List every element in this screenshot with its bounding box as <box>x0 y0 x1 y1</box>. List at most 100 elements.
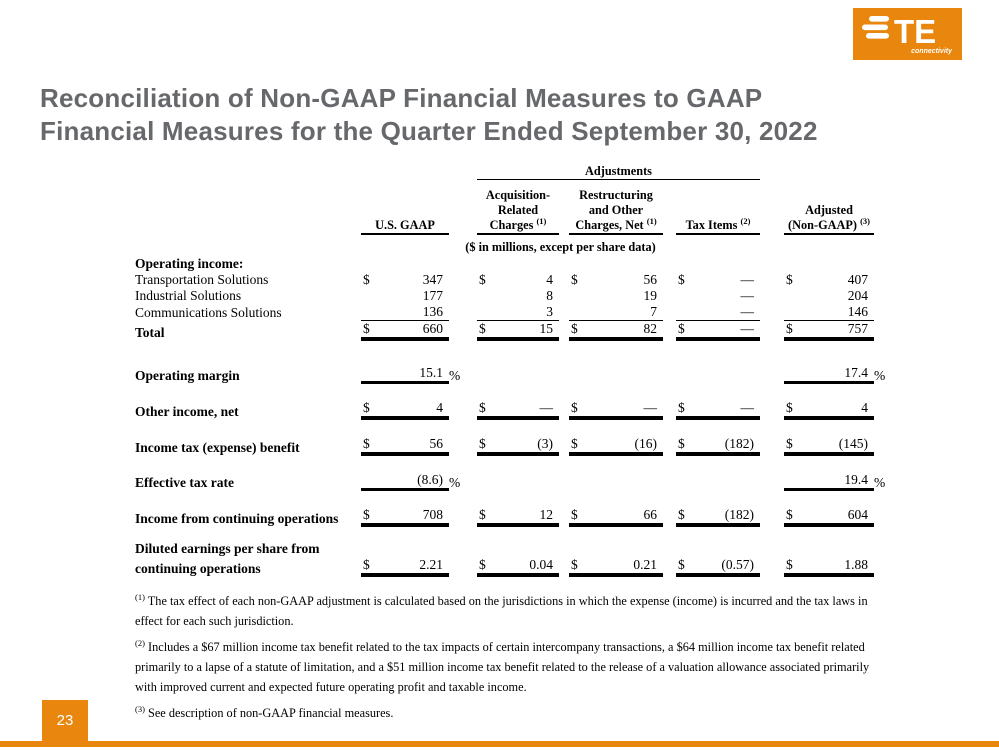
footnote-2-marker: (2) <box>135 637 145 648</box>
cell-usgaap: 136 <box>361 304 449 321</box>
cell-adjusted: $407 <box>786 272 869 287</box>
dollar-sign: $ <box>678 436 685 451</box>
footnote-2-text: Includes a $67 million income tax benefi… <box>135 639 870 694</box>
dollar-sign: $ <box>479 321 486 336</box>
row-label: Operating margin <box>135 368 240 383</box>
row-income-from-continuing-operations: Income from continuing operations $708 $… <box>135 507 890 527</box>
te-logo-icon: TE connectivity <box>862 13 953 55</box>
cell-adjusted: 19.4 <box>784 472 875 491</box>
row-industrial-solutions: Industrial Solutions 177 8 19 — 204 <box>135 288 890 304</box>
percent-sign: % <box>449 368 461 383</box>
dollar-sign: $ <box>678 400 685 415</box>
cell-adjusted: $604 <box>784 507 875 527</box>
dollar-sign: $ <box>479 400 486 415</box>
footnote-3-text: See description of non-GAAP financial me… <box>148 705 394 720</box>
cell-acquisition: $0.04 <box>477 557 559 577</box>
row-label: Income tax (expense) benefit <box>135 440 300 455</box>
dollar-sign: $ <box>678 507 685 522</box>
cell-usgaap: $2.21 <box>361 557 449 577</box>
cell-restructuring: 7 <box>569 304 663 321</box>
cell-restructuring: $ — <box>569 400 663 420</box>
dollar-sign: $ <box>786 321 793 336</box>
row-label: Other income, net <box>135 404 239 419</box>
percent-sign: % <box>874 368 886 383</box>
cell-adjusted: $757 <box>784 321 875 341</box>
cell-tax-items: $ — <box>676 321 761 341</box>
cell-tax-items: — <box>676 304 761 321</box>
row-label: Communications Solutions <box>135 305 282 320</box>
cell-restructuring: 19 <box>643 288 658 303</box>
cell-tax-items: $ (0.57) <box>676 557 761 577</box>
dollar-sign: $ <box>571 400 578 415</box>
footnotes: (1) The tax effect of each non-GAAP adju… <box>135 592 880 729</box>
cell-acquisition: $12 <box>477 507 559 527</box>
dollar-sign: $ <box>678 557 685 572</box>
cell-restructuring: $66 <box>569 507 663 527</box>
cell-acquisition: $ (3) <box>477 436 559 456</box>
cell-acquisition: $15 <box>477 321 559 341</box>
cell-acquisition: $ — <box>477 400 559 420</box>
title-line-2: Financial Measures for the Quarter Ended… <box>40 116 818 146</box>
dollar-sign: $ <box>786 557 793 572</box>
dollar-sign: $ <box>363 507 370 522</box>
cell-acquisition: $4 <box>479 272 553 287</box>
cell-restructuring: $0.21 <box>569 557 663 577</box>
footnote-1-text: The tax effect of each non-GAAP adjustme… <box>135 594 868 628</box>
row-operating-income-header: Operating income: <box>135 255 890 272</box>
row-label-line-1: Diluted earnings per share from <box>135 541 320 556</box>
title-line-1: Reconciliation of Non-GAAP Financial Mea… <box>40 83 763 113</box>
row-label: Total <box>135 325 165 340</box>
row-transportation-solutions: Transportation Solutions $347 $4 $56 $ — … <box>135 272 890 288</box>
cell-tax-items: $ (182) <box>676 436 761 456</box>
row-label: Transportation Solutions <box>135 272 269 287</box>
logo-tagline-text: connectivity <box>911 48 953 55</box>
cell-adjusted: 17.4 <box>784 365 875 384</box>
dollar-sign: $ <box>363 272 370 287</box>
dollar-sign: $ <box>571 321 578 336</box>
cell-tax-items: $ (182) <box>676 507 761 527</box>
dollar-sign: $ <box>786 400 793 415</box>
percent-sign: % <box>449 475 461 490</box>
footnote-1: (1) The tax effect of each non-GAAP adju… <box>135 592 880 632</box>
te-connectivity-logo: TE connectivity <box>853 8 962 60</box>
cell-usgaap: 177 <box>422 288 443 303</box>
row-income-tax-expense-benefit: Income tax (expense) benefit $56 $ (3) $(… <box>135 436 890 456</box>
col-header-acquisition-charges: Acquisition- Related Charges (1) <box>477 180 559 235</box>
dollar-sign: $ <box>571 557 578 572</box>
dollar-sign: $ <box>479 436 486 451</box>
cell-usgaap: $660 <box>361 321 449 341</box>
dollar-sign: $ <box>571 272 578 287</box>
cell-adjusted: 204 <box>847 288 869 303</box>
dollar-sign: $ <box>571 436 578 451</box>
row-diluted-eps-label: Diluted earnings per share from <box>135 541 890 557</box>
dollar-sign: $ <box>479 507 486 522</box>
logo-brand-text: TE <box>894 13 936 50</box>
row-label: Effective tax rate <box>135 475 234 490</box>
cell-tax-items: $ — <box>676 400 761 420</box>
row-communications-solutions: Communications Solutions 136 3 7 — 146 <box>135 304 890 321</box>
row-label: Income from continuing operations <box>135 511 339 526</box>
col-header-us-gaap: U.S. GAAP <box>361 180 449 235</box>
row-other-income-net: Other income, net $4 $ — $ — $ — $4 <box>135 400 890 420</box>
cell-restructuring: $82 <box>569 321 663 341</box>
cell-restructuring: $56 <box>571 272 657 287</box>
cell-usgaap: $4 <box>361 400 449 420</box>
footnote-1-marker: (1) <box>135 591 145 602</box>
col-header-restructuring-charges: Restructuring and Other Charges, Net (1) <box>569 180 663 235</box>
col-header-tax-items: Tax Items (2) <box>676 180 761 235</box>
cell-adjusted: $1.88 <box>784 557 875 577</box>
cell-adjusted: $ (145) <box>784 436 875 456</box>
dollar-sign: $ <box>678 321 685 336</box>
cell-adjusted: $4 <box>784 400 875 420</box>
cell-adjusted: 146 <box>784 304 875 321</box>
col-header-adjusted-non-gaap: Adjusted (Non-GAAP) (3) <box>784 180 875 235</box>
cell-usgaap: $56 <box>361 436 449 456</box>
cell-tax-items: — <box>740 288 755 303</box>
dollar-sign: $ <box>363 557 370 572</box>
dollar-sign: $ <box>479 272 486 287</box>
row-label: Operating income: <box>135 256 244 271</box>
page-title: Reconciliation of Non-GAAP Financial Mea… <box>40 82 818 148</box>
row-label: Industrial Solutions <box>135 288 242 303</box>
row-diluted-eps-values: continuing operations $2.21 $0.04 $0.21 … <box>135 557 890 577</box>
column-header-row: U.S. GAAP Acquisition- Related Charges (… <box>135 180 890 235</box>
